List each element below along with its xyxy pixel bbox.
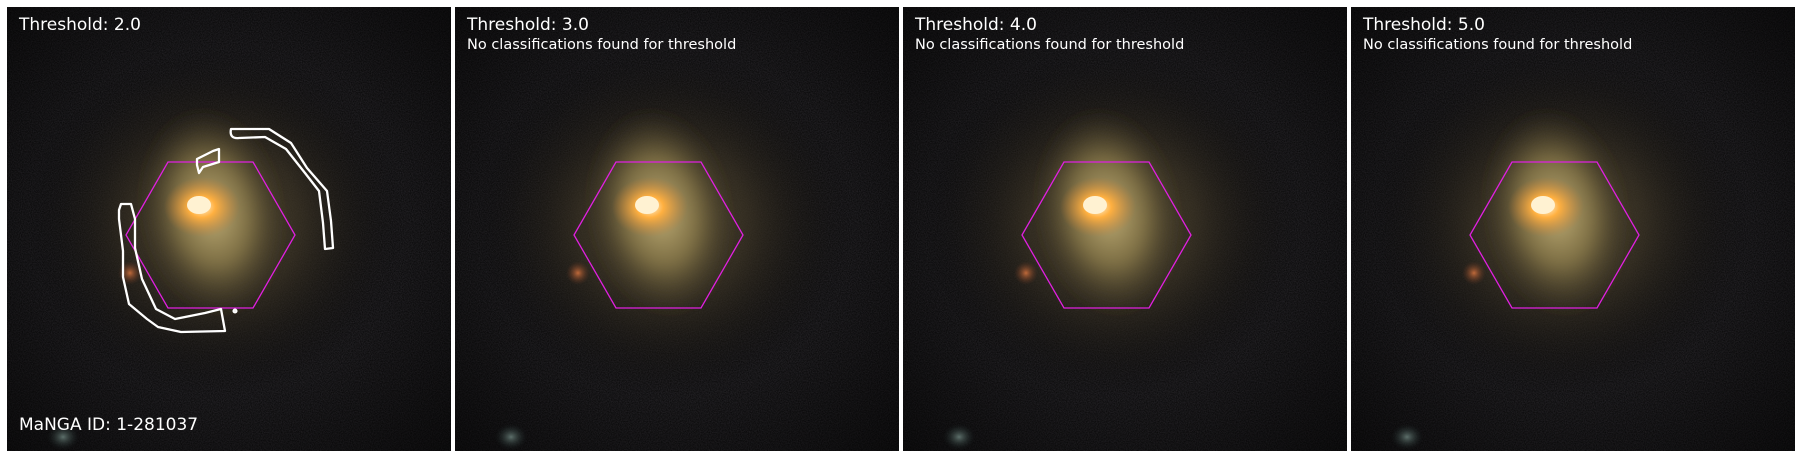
threshold-title: Threshold: 3.0 — [467, 15, 589, 35]
threshold-panel-3-0: Threshold: 3.0 No classifications found … — [455, 7, 899, 451]
no-classifications-note: No classifications found for threshold — [915, 37, 1185, 53]
galaxy-image — [903, 7, 1347, 451]
galaxy-image — [455, 7, 899, 451]
threshold-panel-5-0: Threshold: 5.0 No classifications found … — [1351, 7, 1795, 451]
galaxy-image — [7, 7, 451, 451]
threshold-panel-2-0: Threshold: 2.0 MaNGA ID: 1-281037 — [7, 7, 451, 451]
threshold-title: Threshold: 5.0 — [1363, 15, 1485, 35]
threshold-title: Threshold: 2.0 — [19, 15, 141, 35]
contour-dot — [232, 308, 238, 314]
no-classifications-note: No classifications found for threshold — [1363, 37, 1633, 53]
contour-upper-right — [229, 127, 335, 251]
threshold-title: Threshold: 4.0 — [915, 15, 1037, 35]
threshold-panel-4-0: Threshold: 4.0 No classifications found … — [903, 7, 1347, 451]
contour-small-fragment — [195, 147, 221, 175]
contour-left-arc — [117, 202, 227, 334]
galaxy-image — [1351, 7, 1795, 451]
manga-id-label: MaNGA ID: 1-281037 — [19, 415, 199, 435]
classification-contours — [117, 127, 335, 334]
no-classifications-note: No classifications found for threshold — [467, 37, 737, 53]
